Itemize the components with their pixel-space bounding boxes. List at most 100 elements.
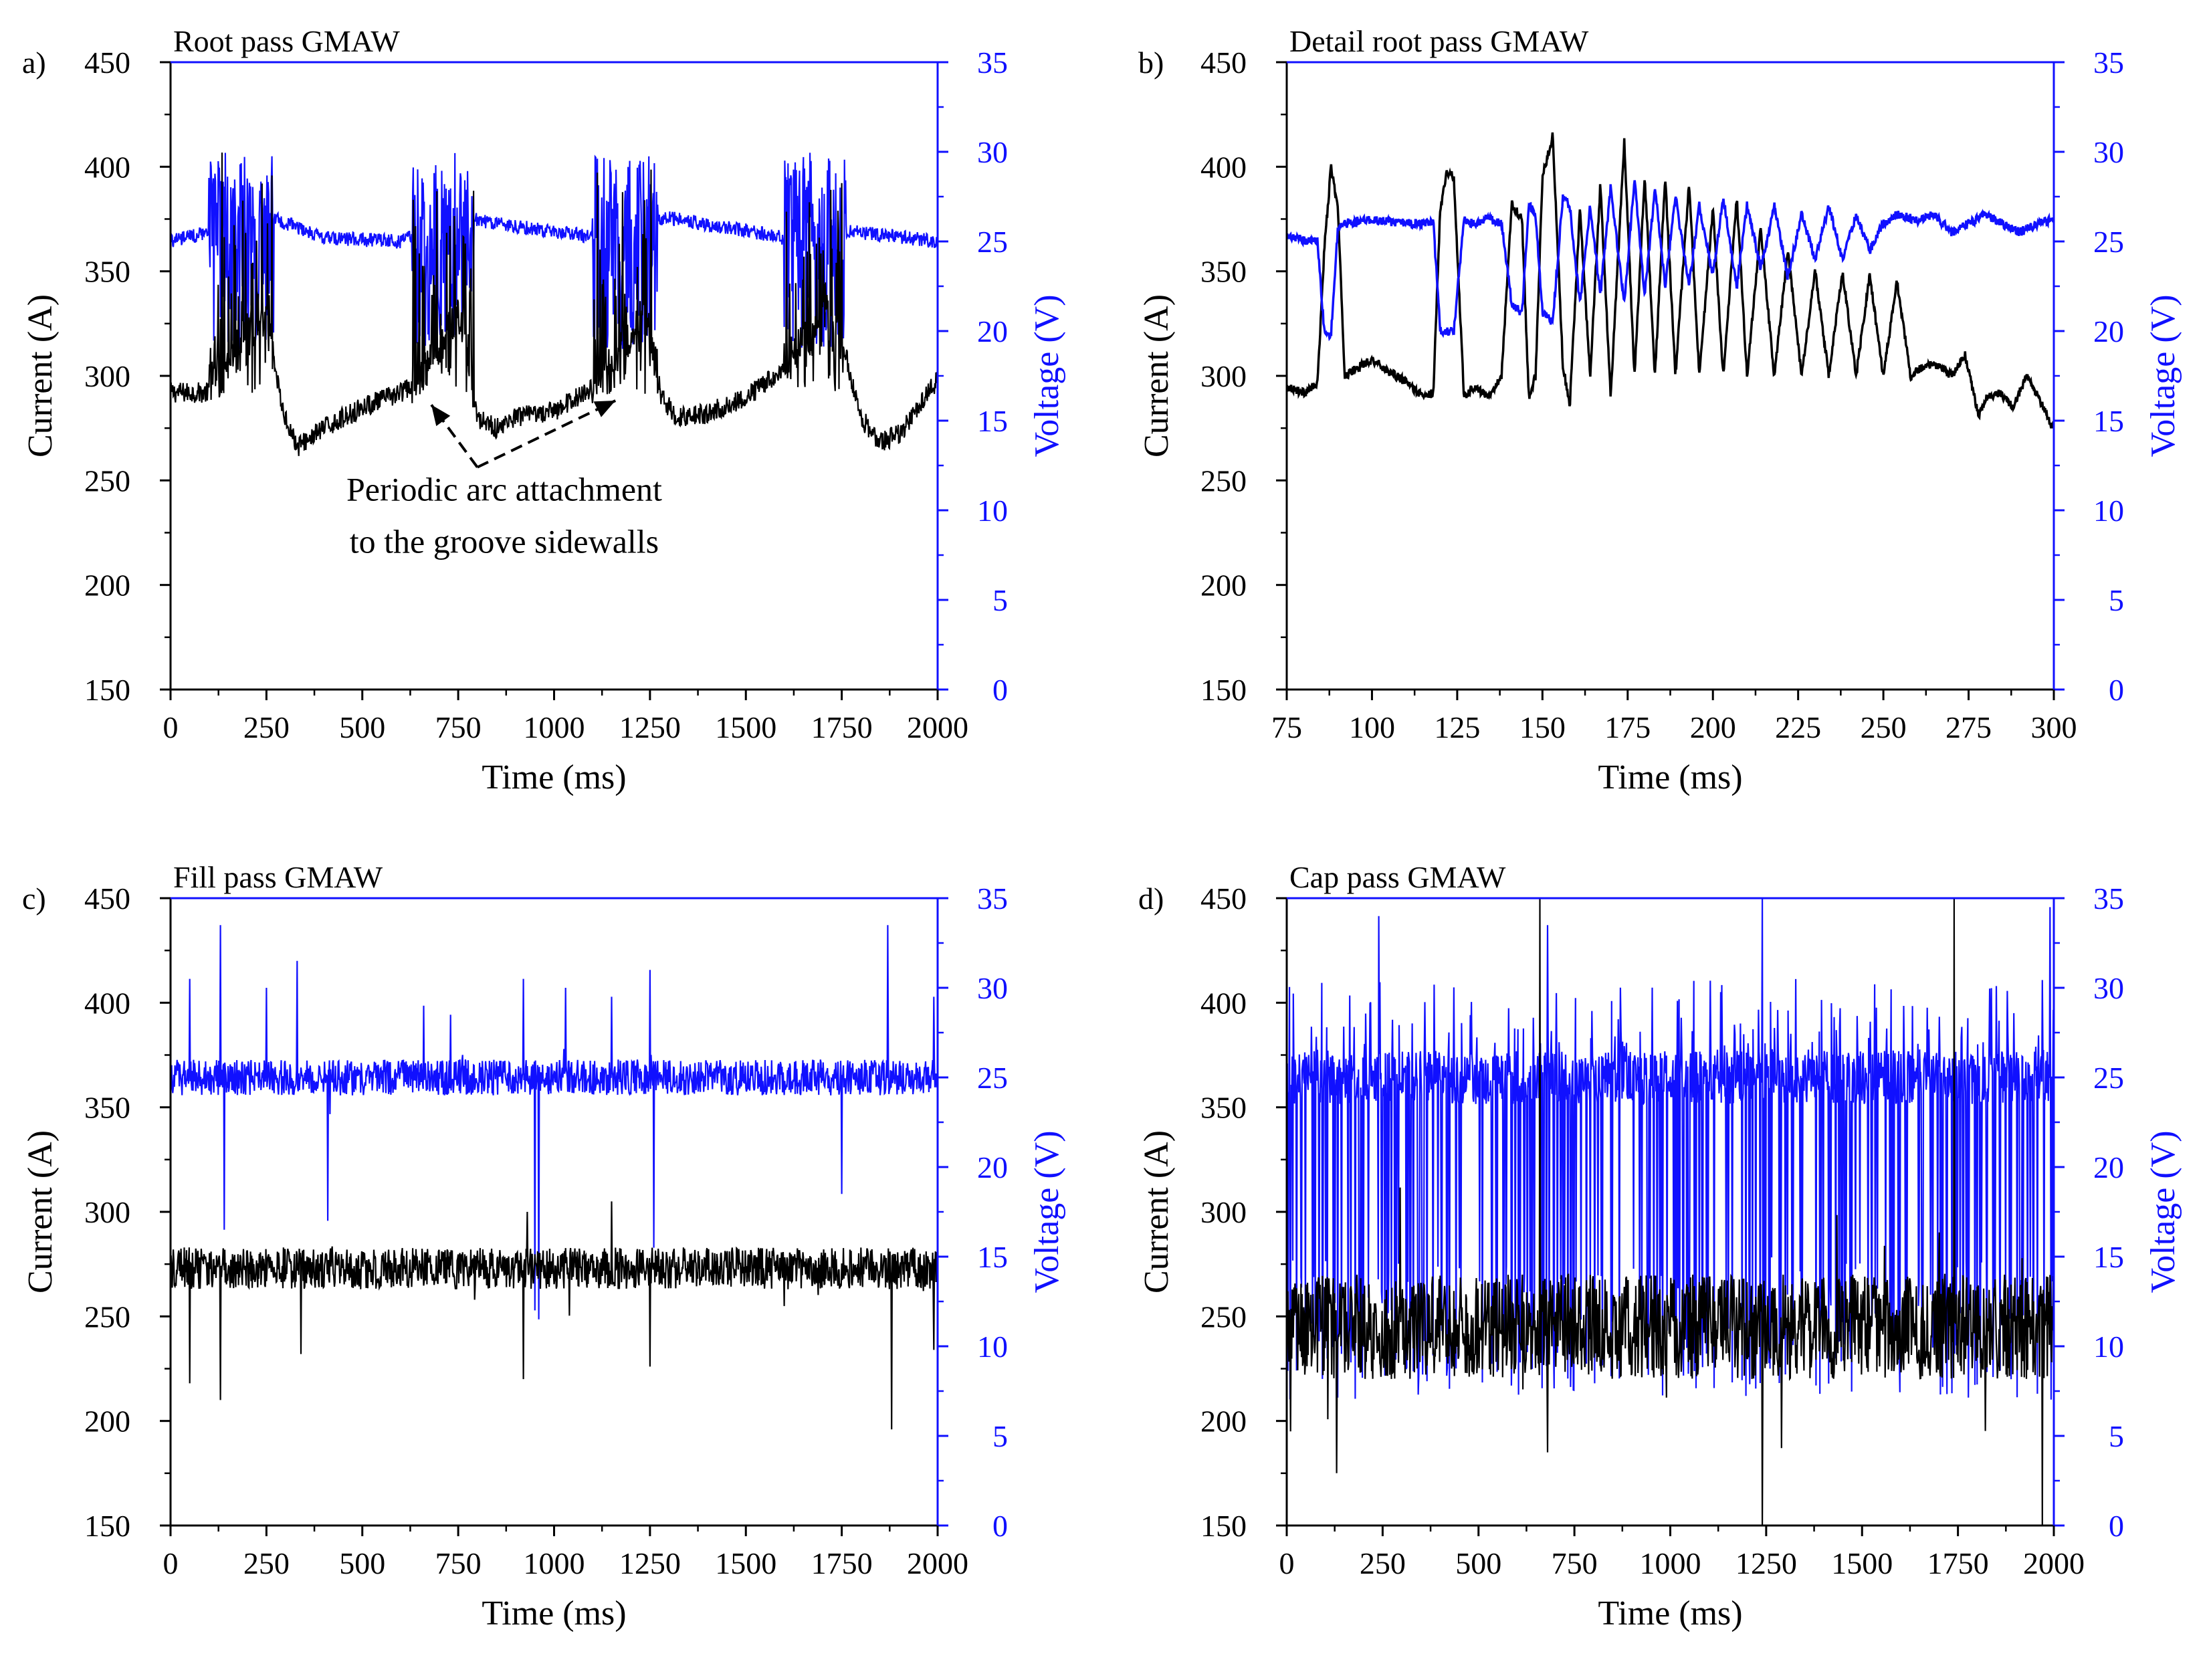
right-tick-label: 10 bbox=[2093, 1330, 2124, 1364]
left-tick-label: 250 bbox=[1200, 1299, 1247, 1334]
left-tick-label: 300 bbox=[1200, 1195, 1247, 1229]
right-tick-label: 15 bbox=[977, 404, 1008, 438]
x-tick-label: 1000 bbox=[524, 710, 585, 744]
x-tick-label: 500 bbox=[339, 1546, 385, 1580]
panel-letter: a) bbox=[22, 45, 46, 80]
x-axis-label: Time (ms) bbox=[482, 1594, 626, 1633]
right-tick-label: 20 bbox=[977, 314, 1008, 348]
series-line-current bbox=[1287, 132, 2054, 429]
right-tick-label: 35 bbox=[2093, 881, 2124, 916]
right-tick-label: 20 bbox=[2093, 314, 2124, 348]
x-tick-label: 1250 bbox=[619, 1546, 681, 1580]
left-tick-label: 300 bbox=[84, 359, 130, 393]
left-tick-label: 450 bbox=[1200, 45, 1247, 80]
left-tick-label: 400 bbox=[1200, 986, 1247, 1020]
series-line-current bbox=[171, 152, 938, 456]
right-tick-label: 5 bbox=[992, 1419, 1008, 1453]
left-tick-label: 350 bbox=[84, 1091, 130, 1125]
right-tick-label: 20 bbox=[977, 1150, 1008, 1184]
left-tick-label: 350 bbox=[1200, 255, 1247, 289]
x-tick-label: 250 bbox=[243, 710, 290, 744]
x-tick-label: 1500 bbox=[1831, 1546, 1893, 1580]
annotation-text: Periodic arc attachment bbox=[346, 471, 662, 508]
left-tick-label: 400 bbox=[84, 150, 130, 184]
y-axis-label-voltage: Voltage (V) bbox=[1028, 1130, 1066, 1293]
y-axis-label-current: Current (A) bbox=[21, 294, 60, 457]
left-tick-label: 250 bbox=[84, 463, 130, 498]
series-line-voltage bbox=[1287, 180, 2054, 342]
x-tick-label: 1250 bbox=[1735, 1546, 1797, 1580]
right-tick-label: 0 bbox=[992, 673, 1008, 707]
x-axis-label: Time (ms) bbox=[1598, 1594, 1742, 1633]
left-tick-label: 200 bbox=[1200, 1404, 1247, 1439]
x-tick-label: 150 bbox=[1519, 710, 1566, 744]
x-tick-label: 1000 bbox=[1640, 1546, 1701, 1580]
right-tick-label: 30 bbox=[2093, 971, 2124, 1005]
y-axis-label-current: Current (A) bbox=[1138, 294, 1176, 457]
x-tick-label: 1500 bbox=[715, 710, 776, 744]
annotation-arrow bbox=[476, 399, 617, 469]
right-tick-label: 25 bbox=[977, 225, 1008, 259]
left-tick-label: 200 bbox=[84, 1404, 130, 1439]
annotation-arrowhead bbox=[593, 401, 616, 417]
panel-title: Detail root pass GMAW bbox=[1289, 24, 1589, 58]
x-tick-label: 250 bbox=[1360, 1546, 1406, 1580]
x-tick-label: 1500 bbox=[715, 1546, 776, 1580]
x-axis-label: Time (ms) bbox=[482, 758, 626, 797]
x-tick-label: 75 bbox=[1271, 710, 1302, 744]
left-tick-label: 150 bbox=[84, 673, 130, 707]
right-tick-label: 10 bbox=[977, 494, 1008, 528]
right-tick-label: 5 bbox=[992, 583, 1008, 617]
x-tick-label: 250 bbox=[1861, 710, 1907, 744]
right-tick-label: 20 bbox=[2093, 1150, 2124, 1184]
x-tick-label: 2000 bbox=[2023, 1546, 2085, 1580]
right-tick-label: 15 bbox=[2093, 404, 2124, 438]
right-tick-label: 0 bbox=[992, 1509, 1008, 1543]
annotation-text: to the groove sidewalls bbox=[350, 523, 659, 560]
right-tick-label: 15 bbox=[2093, 1240, 2124, 1274]
left-tick-label: 400 bbox=[84, 986, 130, 1020]
right-tick-label: 15 bbox=[977, 1240, 1008, 1274]
series-line-voltage bbox=[171, 152, 938, 349]
x-tick-label: 0 bbox=[1279, 1546, 1295, 1580]
y-axis-label-current: Current (A) bbox=[1138, 1130, 1176, 1293]
right-tick-label: 30 bbox=[977, 971, 1008, 1005]
series-line-current bbox=[1287, 898, 2054, 1526]
left-tick-label: 400 bbox=[1200, 150, 1247, 184]
x-tick-label: 2000 bbox=[907, 710, 968, 744]
left-tick-label: 150 bbox=[1200, 1509, 1247, 1543]
panel-title: Fill pass GMAW bbox=[173, 860, 383, 894]
annotation-arrowhead bbox=[431, 405, 451, 427]
x-tick-label: 200 bbox=[1690, 710, 1736, 744]
left-tick-label: 150 bbox=[1200, 673, 1247, 707]
right-tick-label: 10 bbox=[2093, 494, 2124, 528]
x-tick-label: 0 bbox=[163, 710, 179, 744]
x-tick-label: 750 bbox=[1552, 1546, 1598, 1580]
left-tick-label: 300 bbox=[84, 1195, 130, 1229]
right-tick-label: 35 bbox=[977, 881, 1008, 916]
right-tick-label: 0 bbox=[2109, 1509, 2124, 1543]
right-tick-label: 0 bbox=[2109, 673, 2124, 707]
x-tick-label: 300 bbox=[2031, 710, 2077, 744]
chart-panel-2: 150 200 250 300 350 400 450 0 5 10 15 20 25 30 35 75 100… bbox=[1138, 24, 2182, 797]
right-tick-label: 30 bbox=[977, 135, 1008, 169]
left-tick-label: 350 bbox=[84, 255, 130, 289]
panel-title: Root pass GMAW bbox=[173, 24, 400, 58]
panel-letter: d) bbox=[1138, 881, 1164, 916]
x-tick-label: 1000 bbox=[524, 1546, 585, 1580]
right-tick-label: 5 bbox=[2109, 1419, 2124, 1453]
x-tick-label: 500 bbox=[1455, 1546, 1501, 1580]
left-tick-label: 250 bbox=[84, 1299, 130, 1334]
series-line-current bbox=[171, 1201, 938, 1430]
x-tick-label: 1750 bbox=[1927, 1546, 1989, 1580]
panel-letter: c) bbox=[22, 881, 46, 916]
series-line-voltage bbox=[1287, 898, 2054, 1400]
x-tick-label: 500 bbox=[339, 710, 385, 744]
left-tick-label: 150 bbox=[84, 1509, 130, 1543]
x-axis-label: Time (ms) bbox=[1598, 758, 1742, 797]
right-tick-label: 30 bbox=[2093, 135, 2124, 169]
x-tick-label: 0 bbox=[163, 1546, 179, 1580]
